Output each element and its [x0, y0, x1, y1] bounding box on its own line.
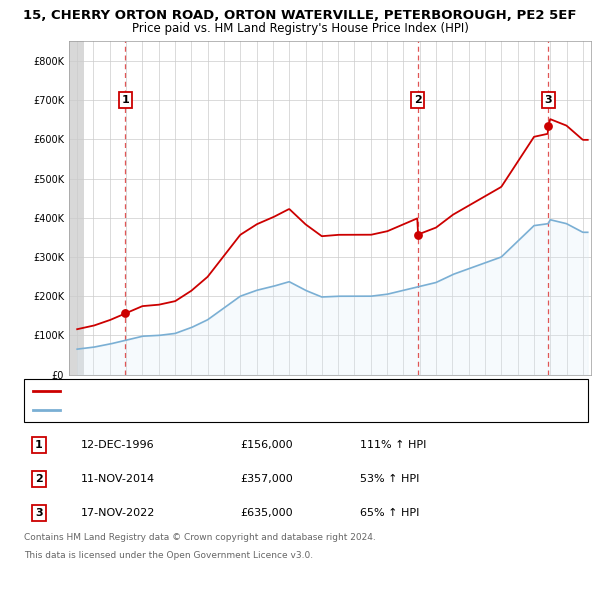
Point [121, 309, 130, 318]
Text: 3: 3 [544, 95, 552, 105]
Text: £357,000: £357,000 [240, 474, 293, 484]
Text: 3: 3 [35, 509, 43, 518]
Text: 2: 2 [414, 95, 421, 105]
Text: 11-NOV-2014: 11-NOV-2014 [81, 474, 155, 484]
Text: 1: 1 [121, 95, 129, 105]
Text: Price paid vs. HM Land Registry's House Price Index (HPI): Price paid vs. HM Land Registry's House … [131, 22, 469, 35]
Text: 2: 2 [35, 474, 43, 484]
Text: 53% ↑ HPI: 53% ↑ HPI [360, 474, 419, 484]
Text: 17-NOV-2022: 17-NOV-2022 [81, 509, 155, 518]
Text: 12-DEC-1996: 12-DEC-1996 [81, 440, 155, 450]
Text: This data is licensed under the Open Government Licence v3.0.: This data is licensed under the Open Gov… [24, 551, 313, 560]
Text: £635,000: £635,000 [240, 509, 293, 518]
Text: Contains HM Land Registry data © Crown copyright and database right 2024.: Contains HM Land Registry data © Crown c… [24, 533, 376, 542]
Bar [69, 41, 85, 375]
Text: HPI: Average price, detached house, City of Peterborough: HPI: Average price, detached house, City… [66, 405, 347, 415]
Point [413, 230, 422, 240]
Point [544, 121, 553, 130]
Text: 1: 1 [35, 440, 43, 450]
Text: 15, CHERRY ORTON ROAD, ORTON WATERVILLE, PETERBOROUGH, PE2 5EF: 15, CHERRY ORTON ROAD, ORTON WATERVILLE,… [23, 9, 577, 22]
Text: 15, CHERRY ORTON ROAD, ORTON WATERVILLE, PETERBOROUGH, PE2 5EF (detached h: 15, CHERRY ORTON ROAD, ORTON WATERVILLE,… [66, 386, 493, 396]
Text: 111% ↑ HPI: 111% ↑ HPI [360, 440, 427, 450]
Text: £156,000: £156,000 [240, 440, 293, 450]
Text: 65% ↑ HPI: 65% ↑ HPI [360, 509, 419, 518]
